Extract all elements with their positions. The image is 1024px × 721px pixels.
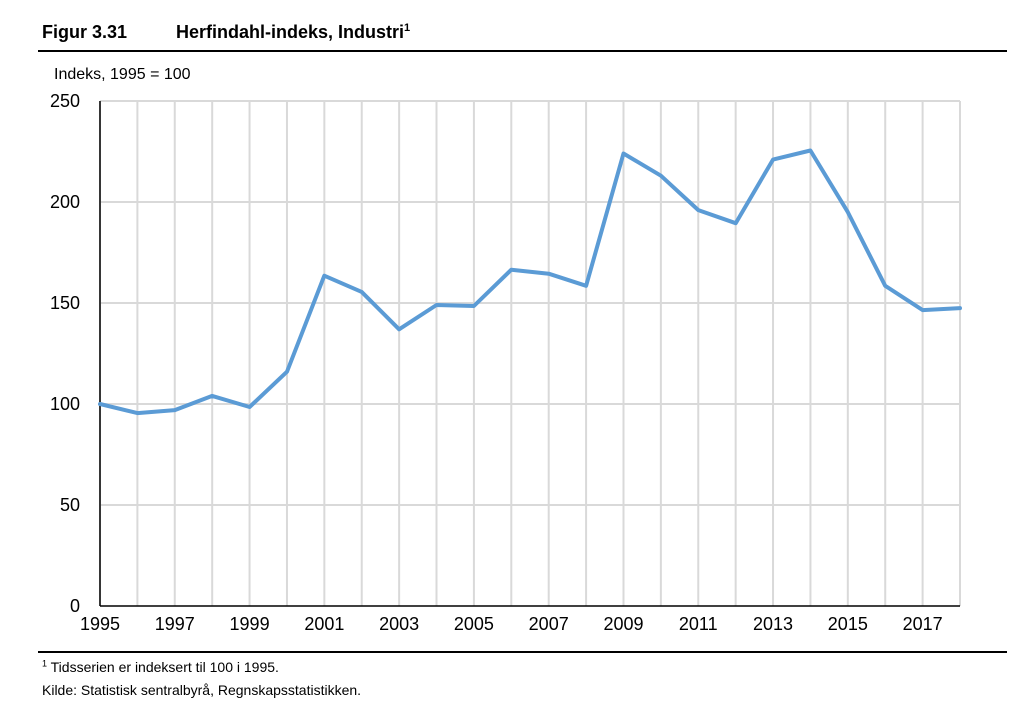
footnote-text: Tidsserien er indeksert til 100 i 1995. xyxy=(47,659,279,675)
x-tick-label: 1999 xyxy=(230,614,270,634)
figure-number: Figur 3.31 xyxy=(42,22,128,42)
x-tick-label: 2013 xyxy=(753,614,793,634)
x-tick-label: 2011 xyxy=(679,614,718,634)
x-tick-label: 2001 xyxy=(304,614,344,634)
y-tick-label: 150 xyxy=(50,293,80,313)
x-tick-label: 1995 xyxy=(80,614,120,634)
y-tick-label: 250 xyxy=(50,91,80,111)
source-note: Kilde: Statistisk sentralbyrå, Regnskaps… xyxy=(42,682,362,698)
x-tick-label: 2007 xyxy=(529,614,569,634)
line-chart: 0 50 100 150 200 250 1995 1997 1999 2001 2003 2005 2… xyxy=(50,91,962,634)
figure-header: Figur 3.31 Herfindahl-indeks, Industri1 xyxy=(42,22,410,43)
x-tick-label: 2017 xyxy=(903,614,943,634)
x-tick-label: 2015 xyxy=(828,614,868,634)
x-tick-label: 2003 xyxy=(379,614,419,634)
y-axis-label: Indeks, 1995 = 100 xyxy=(54,66,191,83)
header-rule xyxy=(38,50,1007,52)
footnote: 1 Tidsserien er indeksert til 100 i 1995… xyxy=(42,659,279,675)
y-tick-label: 200 xyxy=(50,192,80,212)
footer-rule xyxy=(38,651,1007,653)
x-tick-label: 2005 xyxy=(454,614,494,634)
series-line xyxy=(98,148,962,416)
y-tick-label: 0 xyxy=(70,596,80,616)
y-tick-label: 100 xyxy=(50,394,80,414)
x-tick-label: 2009 xyxy=(603,614,643,634)
figure-title: Herfindahl-indeks, Industri xyxy=(176,22,405,42)
y-tick-label: 50 xyxy=(60,495,80,515)
x-tick-label: 1997 xyxy=(155,614,195,634)
footnote-marker: 1 xyxy=(42,658,48,669)
figure-title-footnote-marker: 1 xyxy=(404,22,411,34)
